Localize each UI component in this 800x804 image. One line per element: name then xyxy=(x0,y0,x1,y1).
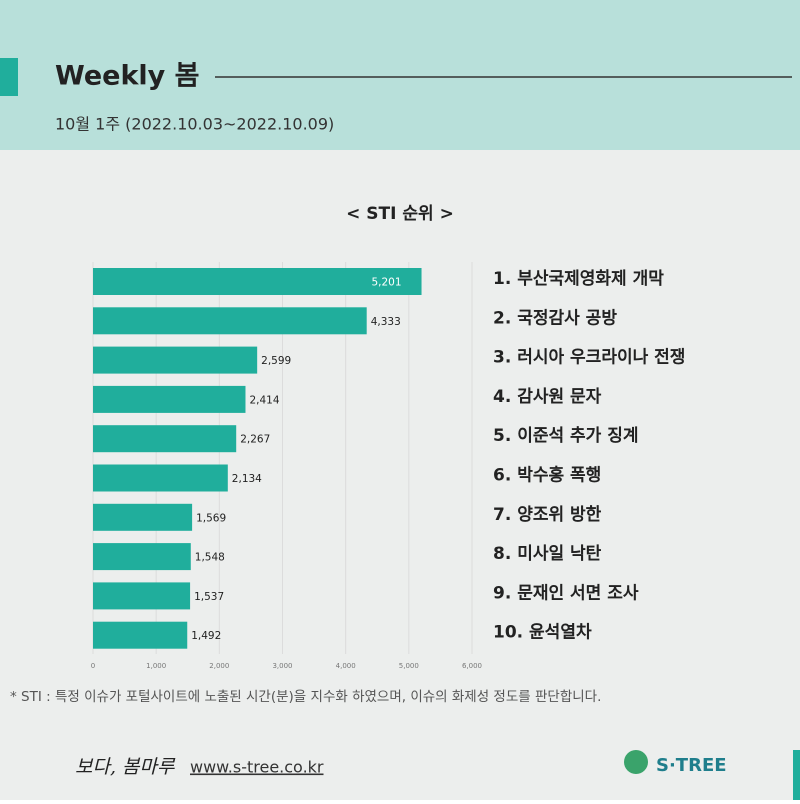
bar xyxy=(93,385,246,413)
ranking-item: 1. 부산국제영화제 개막 xyxy=(493,269,664,289)
bar xyxy=(93,621,188,649)
bar xyxy=(93,268,422,295)
header-title: Weekly 봄 xyxy=(55,61,200,92)
value-label: 2,267 xyxy=(240,434,270,446)
ranking-item: 10. 윤석열차 xyxy=(493,623,592,643)
x-tick-label: 2,000 xyxy=(209,662,229,670)
x-tick-label: 5,000 xyxy=(399,662,419,670)
header-subtitle: 10월 1주 (2022.10.03~2022.10.09) xyxy=(55,115,334,134)
header-accent xyxy=(0,58,18,96)
footer-logo: S·TREE xyxy=(656,755,727,776)
ranking-item: 7. 양조위 방한 xyxy=(493,505,602,525)
ranking-item: 4. 감사원 문자 xyxy=(493,387,602,407)
x-tick-label: 3,000 xyxy=(272,662,292,670)
value-label: 5,201 xyxy=(371,277,401,289)
plot: 0 1,000 2,000 3,000 4,000 5,000 6,000 5,201 1. 부… xyxy=(91,262,685,670)
chart-title: < STI 순위 > xyxy=(346,204,454,224)
ranking-item: 9. 문재인 서면 조사 xyxy=(493,583,639,603)
corner-accent xyxy=(793,750,800,800)
x-tick-label: 4,000 xyxy=(336,662,356,670)
value-label: 1,569 xyxy=(196,512,226,524)
header-band xyxy=(0,0,800,150)
bar xyxy=(93,582,191,610)
value-label: 4,333 xyxy=(371,316,401,328)
value-label: 2,134 xyxy=(232,473,262,485)
x-tick-label: 1,000 xyxy=(146,662,166,670)
x-tick-label: 0 xyxy=(91,662,95,670)
bar xyxy=(93,543,191,571)
ranking-item: 2. 국정감사 공방 xyxy=(493,308,617,328)
ranking-item: 6. 박수홍 폭행 xyxy=(493,465,601,486)
value-label: 1,548 xyxy=(195,552,225,564)
bar xyxy=(93,307,367,335)
value-label: 2,414 xyxy=(249,394,279,406)
value-label: 1,492 xyxy=(191,630,221,642)
value-label: 2,599 xyxy=(261,355,291,367)
logo-icon xyxy=(624,750,648,774)
ranking-item: 3. 러시아 우크라이나 전쟁 xyxy=(493,348,685,368)
footnote: * STI : 특정 이슈가 포털사이트에 노출된 시간(분)을 지수화 하였으… xyxy=(10,689,601,705)
ranking-item: 5. 이준석 추가 징계 xyxy=(493,426,639,446)
bar xyxy=(93,346,258,374)
ranking-item: 8. 미사일 낙탄 xyxy=(493,544,602,564)
value-label: 1,537 xyxy=(194,591,224,603)
bar xyxy=(93,503,193,531)
footer-brand: 보다, 봄마루 xyxy=(75,756,176,778)
bar xyxy=(93,425,237,453)
bar xyxy=(93,464,228,492)
x-tick-label: 6,000 xyxy=(462,662,482,670)
footer-url[interactable]: www.s-tree.co.kr xyxy=(190,758,324,777)
